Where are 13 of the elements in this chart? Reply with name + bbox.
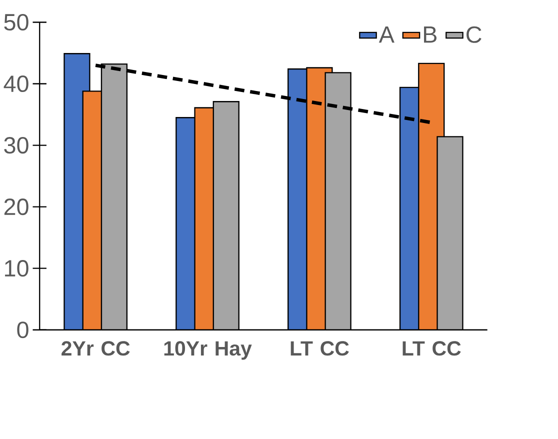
- x-tick-label: 2Yr CC: [62, 341, 130, 356]
- y-tick-label: 0: [17, 322, 28, 338]
- x-tick-label: 10Yr Hay: [164, 341, 252, 360]
- legend-label: C: [466, 26, 482, 43]
- x-tick-label: LT CC: [290, 341, 349, 356]
- y-tick-label: 20: [4, 198, 28, 216]
- y-tick-label: 30: [4, 137, 28, 154]
- legend-label: A: [378, 26, 394, 43]
- legend-label: B: [424, 26, 436, 43]
- y-tick-label: 40: [4, 76, 28, 92]
- x-tick-label: LT CC: [402, 341, 461, 356]
- y-tick-label: 50: [4, 14, 28, 31]
- y-tick-label: 10: [5, 260, 28, 277]
